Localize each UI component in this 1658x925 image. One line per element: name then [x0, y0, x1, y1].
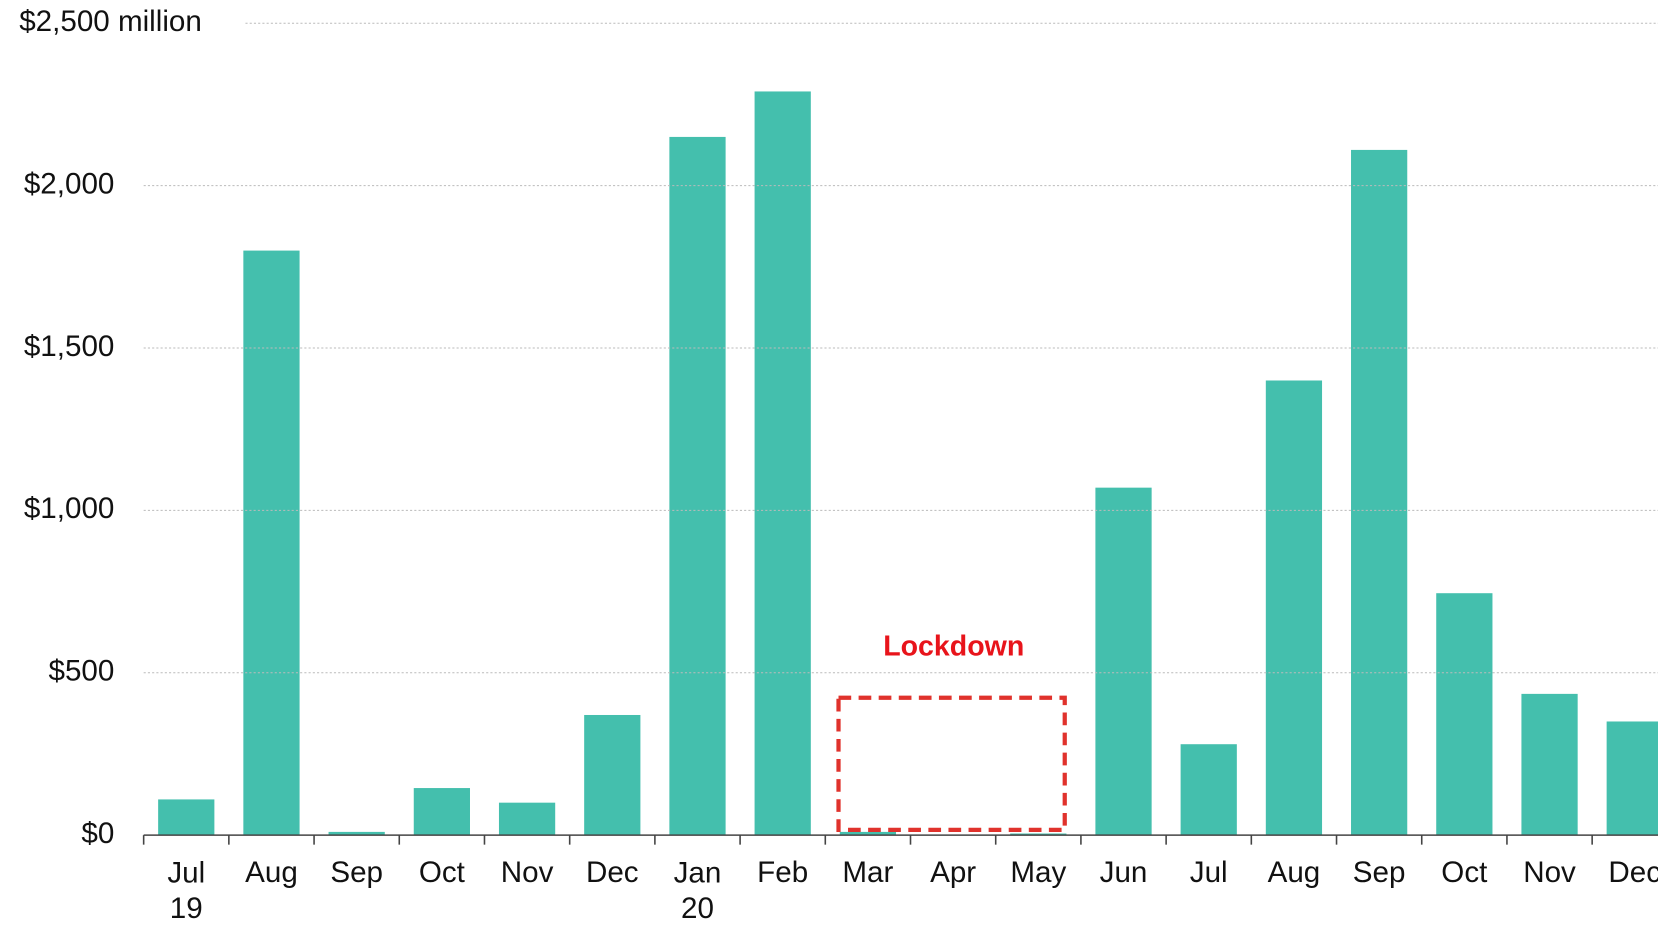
bar: [498, 802, 556, 836]
bar: [1351, 149, 1408, 836]
x-tick-label: Nov: [501, 856, 554, 889]
x-tick-label: Dec: [586, 856, 639, 889]
x-tick-label: Jun: [1100, 856, 1148, 889]
y-tick-label: $1,000: [24, 492, 115, 525]
x-tick-label-line: 20: [681, 892, 714, 925]
x-tick-label: May: [1010, 856, 1066, 889]
y-tick-label: $2,000: [24, 167, 115, 200]
bar: [584, 714, 641, 836]
x-tick-label: Sep: [1353, 856, 1406, 889]
x-tick-label: Jul 19: [167, 856, 205, 925]
x-tick-label: Mar: [842, 856, 893, 889]
x-tick-label: Sep: [330, 856, 383, 889]
x-tick-label: Apr: [930, 856, 976, 889]
x-tick-label: Jan 20: [674, 856, 722, 925]
x-tick-label-line: Jan: [674, 856, 722, 889]
x-tick-label: Feb: [757, 856, 808, 889]
bar: [243, 250, 300, 836]
x-tick-label: Oct: [419, 856, 465, 889]
annotation: Lockdown: [883, 631, 1024, 663]
bar: [1521, 693, 1578, 836]
x-tick-label-line: Jul: [167, 856, 205, 889]
bar: [1095, 487, 1152, 836]
y-tick-label: $2,500 million: [19, 5, 202, 38]
x-tick-label: Aug: [245, 856, 298, 889]
x-tick-label: Aug: [1268, 856, 1321, 889]
x-tick-label: Jul: [1190, 856, 1228, 889]
x-tick-label-line: 19: [170, 892, 203, 925]
bar: [1180, 744, 1237, 836]
bar: [328, 831, 385, 836]
bar: [1010, 833, 1067, 836]
x-tick-label: Dec: [1608, 856, 1658, 889]
bar: [839, 831, 897, 836]
bar: [1436, 593, 1493, 836]
y-tick-label: $500: [49, 655, 115, 688]
bar: [1265, 380, 1323, 836]
bar: [669, 136, 726, 836]
x-tick-label: Oct: [1441, 856, 1487, 889]
y-tick-label: $1,500: [24, 330, 115, 363]
bar: [1606, 721, 1658, 836]
bar: [754, 91, 811, 836]
y-tick-label: $0: [81, 817, 114, 850]
x-tick-label: Nov: [1523, 856, 1576, 889]
bar: [413, 788, 470, 836]
lockdown-box: [836, 695, 1067, 832]
bar: [158, 799, 215, 836]
